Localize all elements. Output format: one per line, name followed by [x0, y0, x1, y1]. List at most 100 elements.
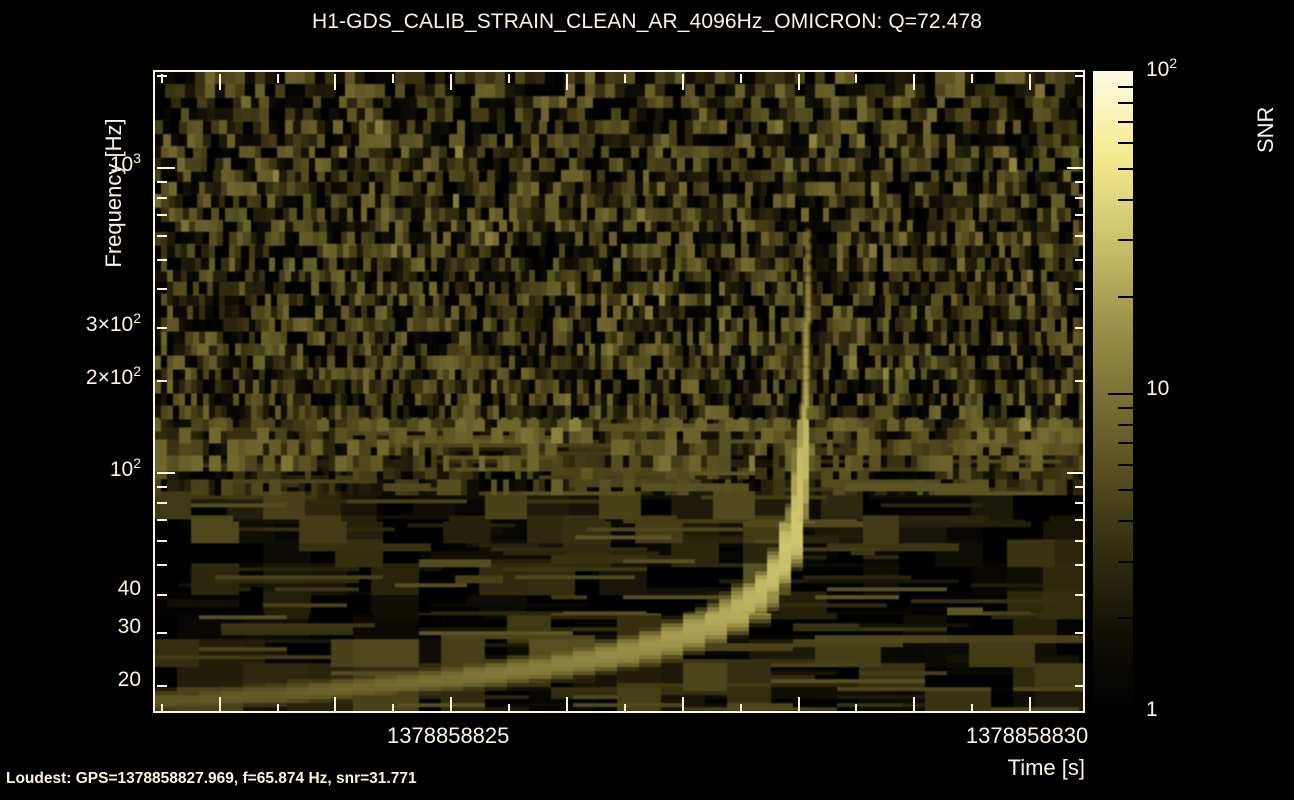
x-minor-tick-top [277, 74, 279, 83]
colorbar-minor-tick [1118, 442, 1134, 444]
colorbar-minor-tick [1118, 489, 1134, 491]
colorbar [1092, 70, 1134, 713]
x-minor-tick [624, 704, 626, 711]
page-title: H1-GDS_CALIB_STRAIN_CLEAN_AR_4096Hz_OMIC… [312, 10, 982, 33]
y-minor-tick [157, 75, 167, 77]
x-minor-tick-top [508, 74, 510, 83]
colorbar-minor-tick [1118, 102, 1134, 104]
x-minor-tick-top [740, 74, 742, 83]
y-major-tick-right [1067, 472, 1083, 474]
y-minor-tick [157, 540, 167, 542]
colorbar-major-tick [1108, 393, 1134, 395]
colorbar-minor-tick [1118, 239, 1134, 241]
y-tick-mantissa: 10 [109, 458, 134, 482]
colorbar-minor-tick [1118, 617, 1134, 619]
colorbar-minor-tick [1118, 561, 1134, 563]
y-minor-tick [157, 685, 167, 687]
y-tick-exponent: 3 [133, 150, 141, 166]
y-minor-tick [157, 594, 167, 596]
colorbar-minor-tick [1118, 86, 1134, 88]
y-tick-mantissa: 3×10 [85, 312, 134, 336]
y-minor-tick-right [1075, 380, 1083, 382]
y-tick-mantissa: 2×10 [85, 366, 134, 390]
x-tick-label: 1378858825 [387, 723, 510, 748]
x-minor-tick-top [161, 74, 163, 83]
x-minor-tick-top [392, 74, 394, 83]
y-minor-tick-right [1075, 327, 1083, 329]
y-tick-exponent: 2 [133, 363, 141, 380]
x-axis-label: Time [s] [1007, 755, 1085, 780]
colorbar-tick-exponent: 2 [1169, 55, 1178, 71]
y-minor-tick [157, 486, 167, 488]
y-tick-mantissa: 10 [109, 153, 134, 176]
x-major-tick [219, 697, 221, 711]
y-minor-tick-right [1075, 632, 1083, 634]
x-major-tick [1029, 697, 1031, 711]
x-major-tick-top [334, 74, 336, 90]
y-minor-tick [157, 197, 167, 199]
y-minor-tick-right [1075, 288, 1083, 290]
y-tick-label: 2×102 [51, 364, 141, 388]
y-tick-exponent: 2 [133, 455, 141, 472]
colorbar-minor-tick [1118, 407, 1134, 409]
y-minor-tick [157, 380, 167, 382]
colorbar-minor-tick [1118, 296, 1134, 298]
y-minor-tick-right [1075, 75, 1083, 77]
spectrogram-canvas-holder [155, 72, 1083, 711]
x-major-tick [798, 697, 800, 711]
x-major-tick-top [913, 74, 915, 90]
y-tick-label: 103 [51, 151, 141, 175]
x-major-tick [682, 697, 684, 711]
y-tick-label: 3×102 [51, 311, 141, 335]
y-major-tick-right [1067, 167, 1083, 169]
x-minor-tick [855, 704, 857, 711]
spectrogram-image [155, 72, 1083, 711]
y-tick-label: 40 [117, 576, 141, 600]
y-minor-tick [157, 181, 167, 183]
x-minor-tick [277, 704, 279, 711]
y-minor-tick [157, 519, 167, 521]
colorbar-minor-tick [1118, 199, 1134, 201]
y-minor-tick [157, 235, 167, 237]
y-minor-tick [157, 214, 167, 216]
x-major-tick [450, 697, 452, 711]
y-minor-tick-right [1075, 259, 1083, 261]
y-minor-tick [157, 288, 167, 290]
x-minor-tick [971, 704, 973, 711]
x-minor-tick [392, 704, 394, 711]
y-minor-tick-right [1075, 594, 1083, 596]
colorbar-axis-label: SNR [1253, 106, 1278, 153]
x-major-tick [566, 697, 568, 711]
x-tick-label: 1378858830 [965, 723, 1089, 748]
x-major-tick [913, 697, 915, 711]
colorbar-minor-tick [1118, 464, 1134, 466]
y-tick-exponent: 2 [133, 309, 141, 326]
x-major-tick-top [682, 74, 684, 90]
y-minor-tick [157, 259, 167, 261]
x-minor-tick [508, 704, 510, 711]
x-major-tick-top [566, 74, 568, 90]
x-major-tick-top [219, 74, 221, 90]
colorbar-tick-label: 10 [1146, 376, 1170, 400]
y-minor-tick-right [1075, 564, 1083, 566]
y-minor-tick-right [1075, 486, 1083, 488]
y-tick-label: 20 [117, 668, 141, 692]
x-major-tick [334, 697, 336, 711]
y-minor-tick [157, 632, 167, 634]
x-major-tick-top [1029, 74, 1031, 90]
y-minor-tick-right [1075, 235, 1083, 237]
colorbar-minor-tick [1118, 424, 1134, 426]
y-minor-tick-right [1075, 197, 1083, 199]
x-minor-tick-top [971, 74, 973, 83]
y-major-tick [157, 167, 175, 169]
x-major-tick-top [798, 74, 800, 90]
colorbar-minor-tick [1118, 520, 1134, 522]
x-minor-tick-top [855, 74, 857, 83]
y-minor-tick-right [1075, 685, 1083, 687]
y-minor-tick [157, 564, 167, 566]
x-minor-tick [161, 704, 163, 711]
y-tick-label: 30 [117, 614, 141, 638]
colorbar-tick-label: 102 [1146, 56, 1177, 80]
y-minor-tick-right [1075, 214, 1083, 216]
